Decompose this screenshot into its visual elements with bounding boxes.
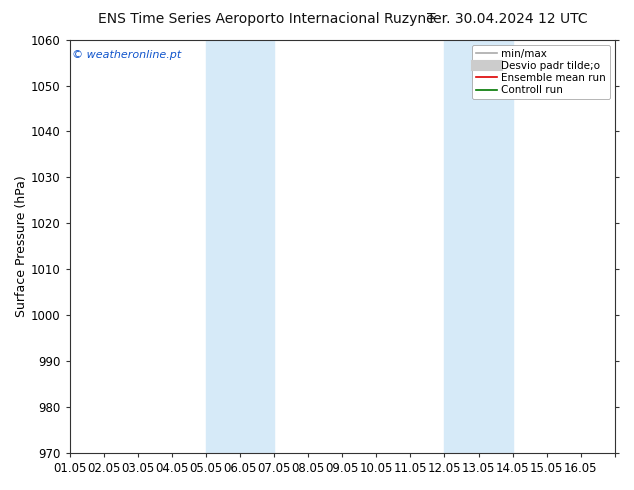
Bar	[206, 40, 274, 453]
Bar	[444, 40, 513, 453]
Y-axis label: Surface Pressure (hPa): Surface Pressure (hPa)	[15, 175, 28, 317]
Text: ENS Time Series Aeroporto Internacional Ruzyne: ENS Time Series Aeroporto Internacional …	[98, 12, 434, 26]
Legend: min/max, Desvio padr tilde;o, Ensemble mean run, Controll run: min/max, Desvio padr tilde;o, Ensemble m…	[472, 45, 610, 99]
Text: Ter. 30.04.2024 12 UTC: Ter. 30.04.2024 12 UTC	[427, 12, 588, 26]
Text: © weatheronline.pt: © weatheronline.pt	[72, 50, 181, 60]
